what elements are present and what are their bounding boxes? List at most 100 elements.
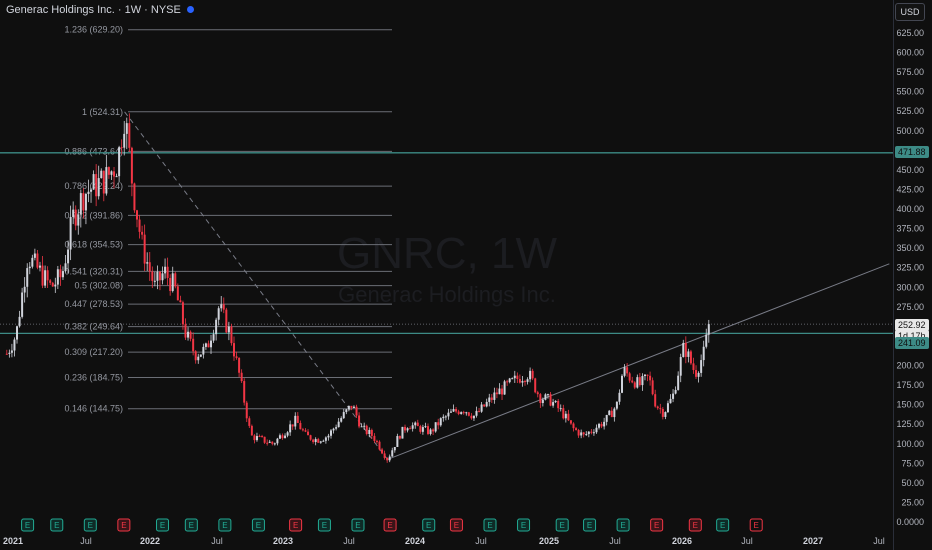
earnings-marker[interactable] [117, 518, 131, 532]
candle-body [18, 316, 21, 327]
candle-body [531, 370, 534, 379]
candle-body [207, 343, 210, 348]
candle-body [77, 214, 80, 226]
candle-body [506, 381, 509, 383]
earnings-marker[interactable] [251, 518, 265, 532]
fib-level-label: 1.236 (629.20) [64, 25, 123, 35]
currency-button[interactable]: USD [895, 3, 925, 21]
earnings-marker[interactable] [317, 518, 331, 532]
candle-body [230, 326, 233, 344]
earnings-marker-letter: E [189, 521, 194, 530]
candle-body [92, 174, 95, 190]
candle-body [232, 343, 235, 357]
candle-body [488, 397, 491, 402]
earnings-marker[interactable] [749, 518, 763, 532]
candle-body [337, 421, 340, 428]
earnings-marker[interactable] [483, 518, 497, 532]
earnings-marker[interactable] [50, 518, 64, 532]
earnings-marker[interactable] [289, 518, 303, 532]
earnings-marker[interactable] [517, 518, 531, 532]
earnings-marker[interactable] [83, 518, 97, 532]
earnings-marker[interactable] [688, 518, 702, 532]
candle-body [679, 357, 682, 376]
candle-body [278, 435, 281, 439]
fib-level-label: 0.146 (144.75) [64, 404, 123, 414]
candle-body [199, 354, 202, 357]
earnings-marker[interactable] [156, 518, 170, 532]
earnings-marker-letter: E [25, 521, 30, 530]
earnings-marker-letter: E [587, 521, 592, 530]
earnings-marker[interactable] [21, 518, 35, 532]
earnings-marker-letter: E [693, 521, 698, 530]
candle-body [123, 133, 126, 148]
fib-level-label: 0.309 (217.20) [64, 347, 123, 357]
candle-body [329, 430, 332, 436]
candle-body [365, 425, 368, 434]
candle-body [460, 412, 463, 415]
candle-body [28, 266, 31, 269]
candle-body [21, 292, 24, 317]
earnings-marker-letter: E [256, 521, 261, 530]
price-axis-label: 425.00 [896, 184, 924, 194]
time-axis-label: 2024 [405, 536, 425, 546]
candle-body [266, 442, 269, 444]
candle-body [322, 440, 325, 442]
fib-level-label: 0.702 (391.86) [64, 210, 123, 220]
candle-body [350, 405, 353, 408]
price-axis-separator [893, 0, 894, 550]
candle-body [245, 402, 248, 419]
candle-body [432, 429, 435, 432]
candle-body [238, 357, 241, 373]
earnings-marker[interactable] [184, 518, 198, 532]
candle-body [641, 376, 644, 386]
fib-level-label: 0.886 (473.64) [64, 146, 123, 156]
candle-body [120, 147, 123, 149]
candle-body [248, 418, 251, 426]
candle-body [631, 380, 634, 383]
candle-body [289, 424, 292, 433]
candle-body [521, 381, 524, 383]
candle-body [595, 427, 598, 433]
candle-body [95, 174, 98, 197]
earnings-marker-letter: E [222, 521, 227, 530]
candle-body [33, 253, 36, 258]
earnings-marker[interactable] [616, 518, 630, 532]
candle-body [672, 393, 675, 399]
earnings-marker[interactable] [218, 518, 232, 532]
earnings-marker[interactable] [422, 518, 436, 532]
fib-anchor-dashed-line[interactable] [124, 111, 388, 460]
candle-body [324, 437, 327, 441]
candle-body [643, 374, 646, 377]
earnings-marker[interactable] [555, 518, 569, 532]
earnings-marker[interactable] [583, 518, 597, 532]
earnings-marker[interactable] [449, 518, 463, 532]
candle-body [340, 418, 343, 422]
candle-body [258, 436, 261, 438]
candle-body [56, 269, 59, 285]
candle-body [46, 270, 49, 281]
price-axis-label: 575.00 [896, 67, 924, 77]
candle-body [69, 216, 72, 250]
price-axis-label: 400.00 [896, 204, 924, 214]
candle-body [44, 270, 47, 286]
candle-body [151, 271, 154, 281]
ascending-trendline[interactable] [387, 263, 890, 460]
candle-body [130, 147, 133, 184]
candle-body [125, 123, 128, 134]
candle-body [426, 426, 429, 434]
support-price-tag: 241.09 [895, 337, 929, 349]
earnings-marker[interactable] [650, 518, 664, 532]
earnings-marker[interactable] [383, 518, 397, 532]
candle-body [449, 411, 452, 413]
candle-body [452, 409, 455, 412]
candle-body [585, 434, 588, 436]
earnings-marker[interactable] [351, 518, 365, 532]
candle-body [457, 411, 460, 415]
candle-body [546, 394, 549, 396]
earnings-marker[interactable] [716, 518, 730, 532]
symbol-title[interactable]: Generac Holdings Inc. · 1W · NYSE [6, 4, 194, 16]
candle-body [416, 422, 419, 427]
candle-body [243, 381, 246, 403]
candle-body [615, 401, 618, 409]
